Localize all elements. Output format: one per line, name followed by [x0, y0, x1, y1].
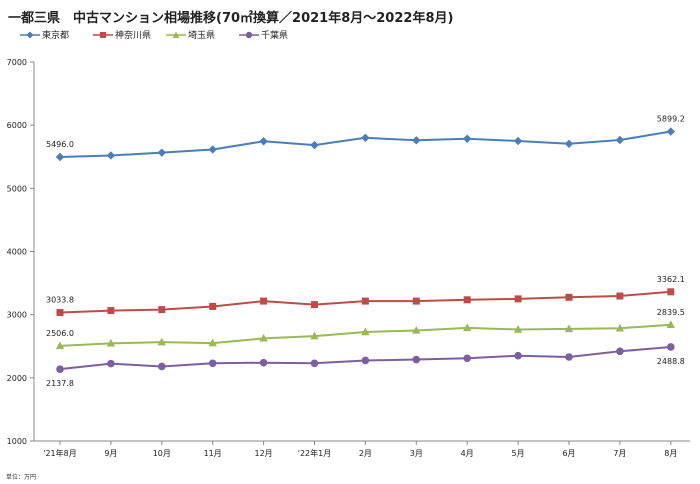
x-tick-label: '21年8月: [43, 448, 76, 458]
data-label: 3033.8: [46, 296, 74, 305]
x-tick-label: 9月: [104, 449, 117, 458]
legend-item-kanagawa: 神奈川県: [93, 28, 166, 41]
y-tick-label: 3000: [7, 311, 27, 320]
data-point: [412, 355, 421, 364]
data-point: [106, 338, 116, 347]
data-point: [157, 337, 166, 346]
legend-marker-triangle-icon: [166, 31, 186, 38]
y-tick-label: 2000: [7, 374, 27, 383]
data-point: [310, 140, 319, 150]
data-label: 2488.8: [657, 357, 685, 366]
data-point: [412, 325, 421, 334]
legend-marker-square-icon: [93, 31, 113, 38]
data-point: [208, 338, 217, 347]
data-point: [463, 296, 471, 304]
legend-label: 神奈川県: [115, 31, 152, 41]
data-point: [463, 323, 472, 332]
y-tick-label: 6000: [7, 121, 27, 130]
data-point: [259, 358, 268, 367]
data-point: [310, 359, 319, 368]
data-point: [564, 139, 574, 149]
data-point: [158, 362, 166, 371]
legend-item-tokyo: 東京都: [20, 28, 93, 41]
data-point: [310, 331, 319, 340]
data-point: [260, 297, 268, 305]
x-tick-label: 4月: [461, 449, 474, 458]
x-tick-label: 5月: [512, 449, 525, 458]
data-point: [666, 320, 675, 329]
data-point: [463, 134, 472, 143]
data-label: 3362.1: [657, 275, 685, 284]
data-point: [55, 341, 65, 350]
data-point: [208, 145, 217, 154]
data-point: [412, 297, 420, 305]
data-label: 5496.0: [46, 140, 74, 149]
data-label: 2839.5: [657, 308, 685, 317]
data-point: [157, 148, 166, 157]
data-point: [615, 135, 625, 145]
x-tick-label: 7月: [613, 449, 626, 458]
data-point: [361, 133, 370, 142]
data-point: [666, 127, 675, 136]
data-point: [513, 325, 523, 333]
data-point: [208, 359, 217, 368]
data-label: 2506.0: [46, 329, 74, 338]
data-point: [259, 137, 268, 146]
x-tick-label: 12月: [255, 449, 273, 458]
legend: 東京都 神奈川県 埼玉県 千葉県: [20, 28, 312, 41]
data-point: [565, 353, 573, 361]
data-point: [412, 136, 421, 145]
data-point: [107, 307, 115, 315]
x-tick-label: 6月: [562, 449, 575, 458]
chart-title: 一都三県 中古マンション相場推移(70㎡換算／2021年8月～2022年8月): [8, 11, 454, 26]
legend-item-saitama: 埼玉県: [166, 28, 239, 41]
x-tick-label: 3月: [410, 449, 423, 458]
data-point: [615, 323, 625, 332]
data-point: [259, 333, 268, 342]
data-point: [667, 288, 675, 296]
data-point: [361, 327, 370, 336]
y-tick-label: 7000: [7, 58, 27, 67]
data-point: [106, 151, 116, 160]
legend-marker-diamond-icon: [20, 31, 40, 38]
data-point: [565, 293, 573, 301]
data-point: [514, 351, 522, 360]
data-point: [616, 347, 624, 356]
data-point: [56, 365, 64, 373]
x-tick-label: 2月: [359, 449, 372, 458]
x-tick-label: 11月: [204, 449, 222, 458]
data-label: 2137.8: [46, 379, 74, 388]
data-point: [513, 136, 523, 146]
data-point: [667, 343, 675, 351]
legend-label: 千葉県: [261, 31, 289, 41]
y-tick-label: 1000: [7, 437, 27, 446]
data-label: 5899.2: [657, 115, 685, 124]
data-point: [361, 356, 370, 365]
data-point: [158, 306, 166, 314]
data-point: [107, 359, 115, 368]
data-point: [514, 295, 522, 303]
x-tick-label: '22年1月: [298, 448, 331, 458]
data-point: [463, 354, 472, 363]
x-tick-label: 8月: [664, 449, 677, 458]
data-point: [564, 324, 574, 333]
data-point: [209, 302, 217, 310]
legend-label: 埼玉県: [188, 31, 216, 41]
legend-label: 東京都: [42, 31, 70, 41]
unit-note: 単位：万円: [6, 474, 37, 481]
data-point: [55, 152, 65, 162]
data-point: [56, 309, 64, 317]
data-point: [311, 301, 318, 309]
y-tick-label: 5000: [7, 184, 27, 193]
legend-item-chiba: 千葉県: [239, 28, 312, 41]
legend-marker-circle-icon: [239, 31, 259, 38]
y-tick-label: 4000: [7, 248, 27, 257]
data-point: [616, 292, 624, 300]
x-tick-label: 10月: [153, 449, 171, 458]
data-point: [361, 297, 369, 305]
